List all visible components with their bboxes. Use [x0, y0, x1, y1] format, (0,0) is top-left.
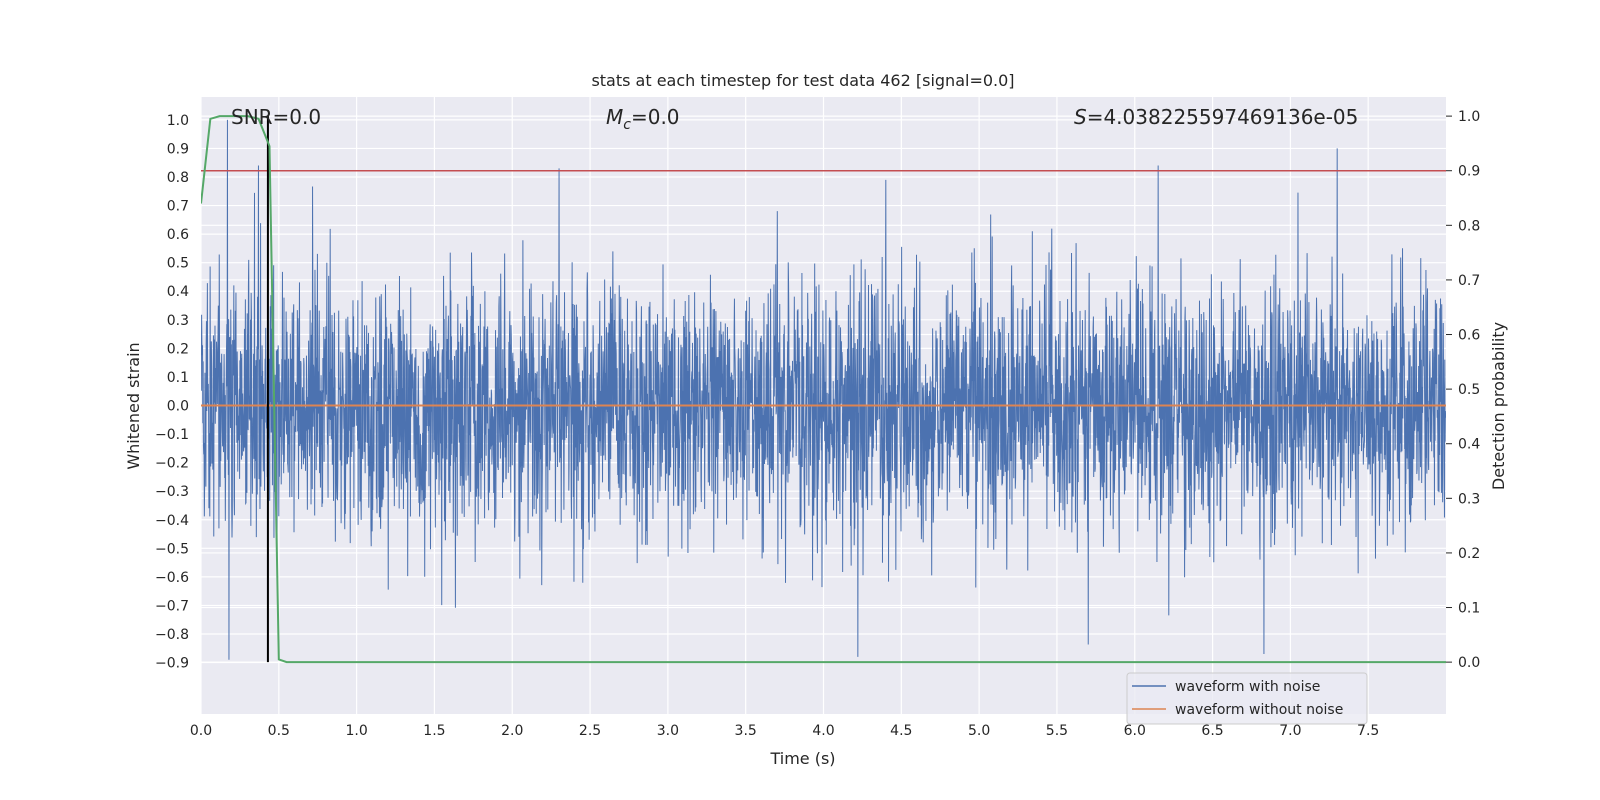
y-left-tick-label: −0.6: [155, 570, 189, 586]
y-right-tick-label: 0.1: [1458, 601, 1480, 617]
chirp-mass-subscript: c: [623, 117, 631, 133]
x-tick-label: 3.0: [657, 723, 679, 739]
x-tick-label: 6.5: [1201, 723, 1223, 739]
y-axis-right-ticks: 0.0 0.1 0.2 0.3 0.4 0.5 0.6 0.7 0.8 0.9 1.0: [1446, 109, 1480, 671]
x-tick-label: 0.5: [268, 723, 290, 739]
y-left-tick-label: −0.3: [155, 484, 189, 500]
y-right-tick-label: 0.9: [1458, 164, 1480, 180]
y-right-tick-label: 0.7: [1458, 273, 1480, 289]
y-right-tick-label: 1.0: [1458, 109, 1480, 125]
y-left-tick-label: −0.9: [155, 656, 189, 672]
y-left-tick-label: −0.8: [155, 627, 189, 643]
y-left-tick-label: −0.5: [155, 541, 189, 557]
series-waveform-with-noise: [201, 119, 1446, 660]
y-right-tick-label: 0.8: [1458, 218, 1480, 234]
y-left-tick-label: 0.5: [167, 256, 189, 272]
x-axis-label: Time (s): [769, 749, 835, 768]
y-left-tick-label: 0.2: [167, 341, 189, 357]
y-right-tick-label: 0.3: [1458, 491, 1480, 507]
y-left-tick-label: −0.1: [155, 427, 189, 443]
y-left-tick-label: 0.0: [167, 399, 189, 415]
y-left-tick-label: 0.8: [167, 170, 189, 186]
y-left-tick-label: 0.3: [167, 313, 189, 329]
y-left-tick-label: 0.6: [167, 227, 189, 243]
x-tick-label: 5.0: [968, 723, 990, 739]
legend-label-noise: waveform with noise: [1175, 679, 1320, 695]
x-tick-label: 3.5: [735, 723, 757, 739]
x-tick-label: 4.5: [890, 723, 912, 739]
s-symbol: S: [1074, 105, 1087, 129]
y-left-tick-label: 0.7: [167, 199, 189, 215]
y-axis-left-label: Whitened strain: [124, 342, 143, 469]
s-annotation: S=4.038225597469136e-05: [1074, 105, 1358, 129]
y-right-tick-label: 0.2: [1458, 546, 1480, 562]
y-right-tick-label: 0.5: [1458, 382, 1480, 398]
chirp-mass-symbol: M: [606, 105, 623, 129]
y-right-tick-label: 0.0: [1458, 655, 1480, 671]
x-tick-label: 1.5: [423, 723, 445, 739]
x-tick-label: 4.0: [812, 723, 834, 739]
y-left-tick-label: 0.4: [167, 284, 189, 300]
chart-title: stats at each timestep for test data 462…: [591, 71, 1014, 90]
legend-label-no-noise: waveform without noise: [1175, 702, 1343, 718]
y-right-tick-label: 0.6: [1458, 328, 1480, 344]
x-axis-ticks: 0.0 0.5 1.0 1.5 2.0 2.5 3.0 3.5 4.0 4.5 5.0 5.5 6.0 6…: [190, 723, 1379, 739]
y-left-tick-label: 1.0: [167, 113, 189, 129]
legend-box: [1126, 672, 1368, 725]
y-left-tick-label: −0.7: [155, 598, 189, 614]
s-value: =4.038225597469136e-05: [1087, 105, 1359, 129]
y-axis-right-label: Detection probability: [1489, 322, 1508, 490]
x-tick-label: 2.0: [501, 723, 523, 739]
snr-annotation: SNR=0.0: [231, 105, 321, 129]
y-right-tick-label: 0.4: [1458, 437, 1480, 453]
x-tick-label: 0.0: [190, 723, 212, 739]
y-left-tick-label: −0.2: [155, 456, 189, 472]
x-tick-label: 6.0: [1124, 723, 1146, 739]
chirp-mass-annotation: Mc=0.0: [606, 105, 680, 133]
series-detection-probability: [201, 115, 1446, 664]
x-tick-label: 5.5: [1046, 723, 1068, 739]
chirp-mass-value: =0.0: [631, 105, 680, 129]
legend: waveform with noise waveform without noi…: [1126, 672, 1368, 725]
x-tick-label: 7.0: [1279, 723, 1301, 739]
x-tick-label: 7.5: [1357, 723, 1379, 739]
x-tick-label: 2.5: [579, 723, 601, 739]
y-left-tick-label: 0.9: [167, 141, 189, 157]
y-axis-left-ticks: −0.9 −0.8 −0.7 −0.6 −0.5 −0.4 −0.3 −0.2 −0.1 0.0 0…: [155, 113, 189, 672]
y-left-tick-label: 0.1: [167, 370, 189, 386]
y-left-tick-label: −0.4: [155, 513, 189, 529]
x-tick-label: 1.0: [345, 723, 367, 739]
